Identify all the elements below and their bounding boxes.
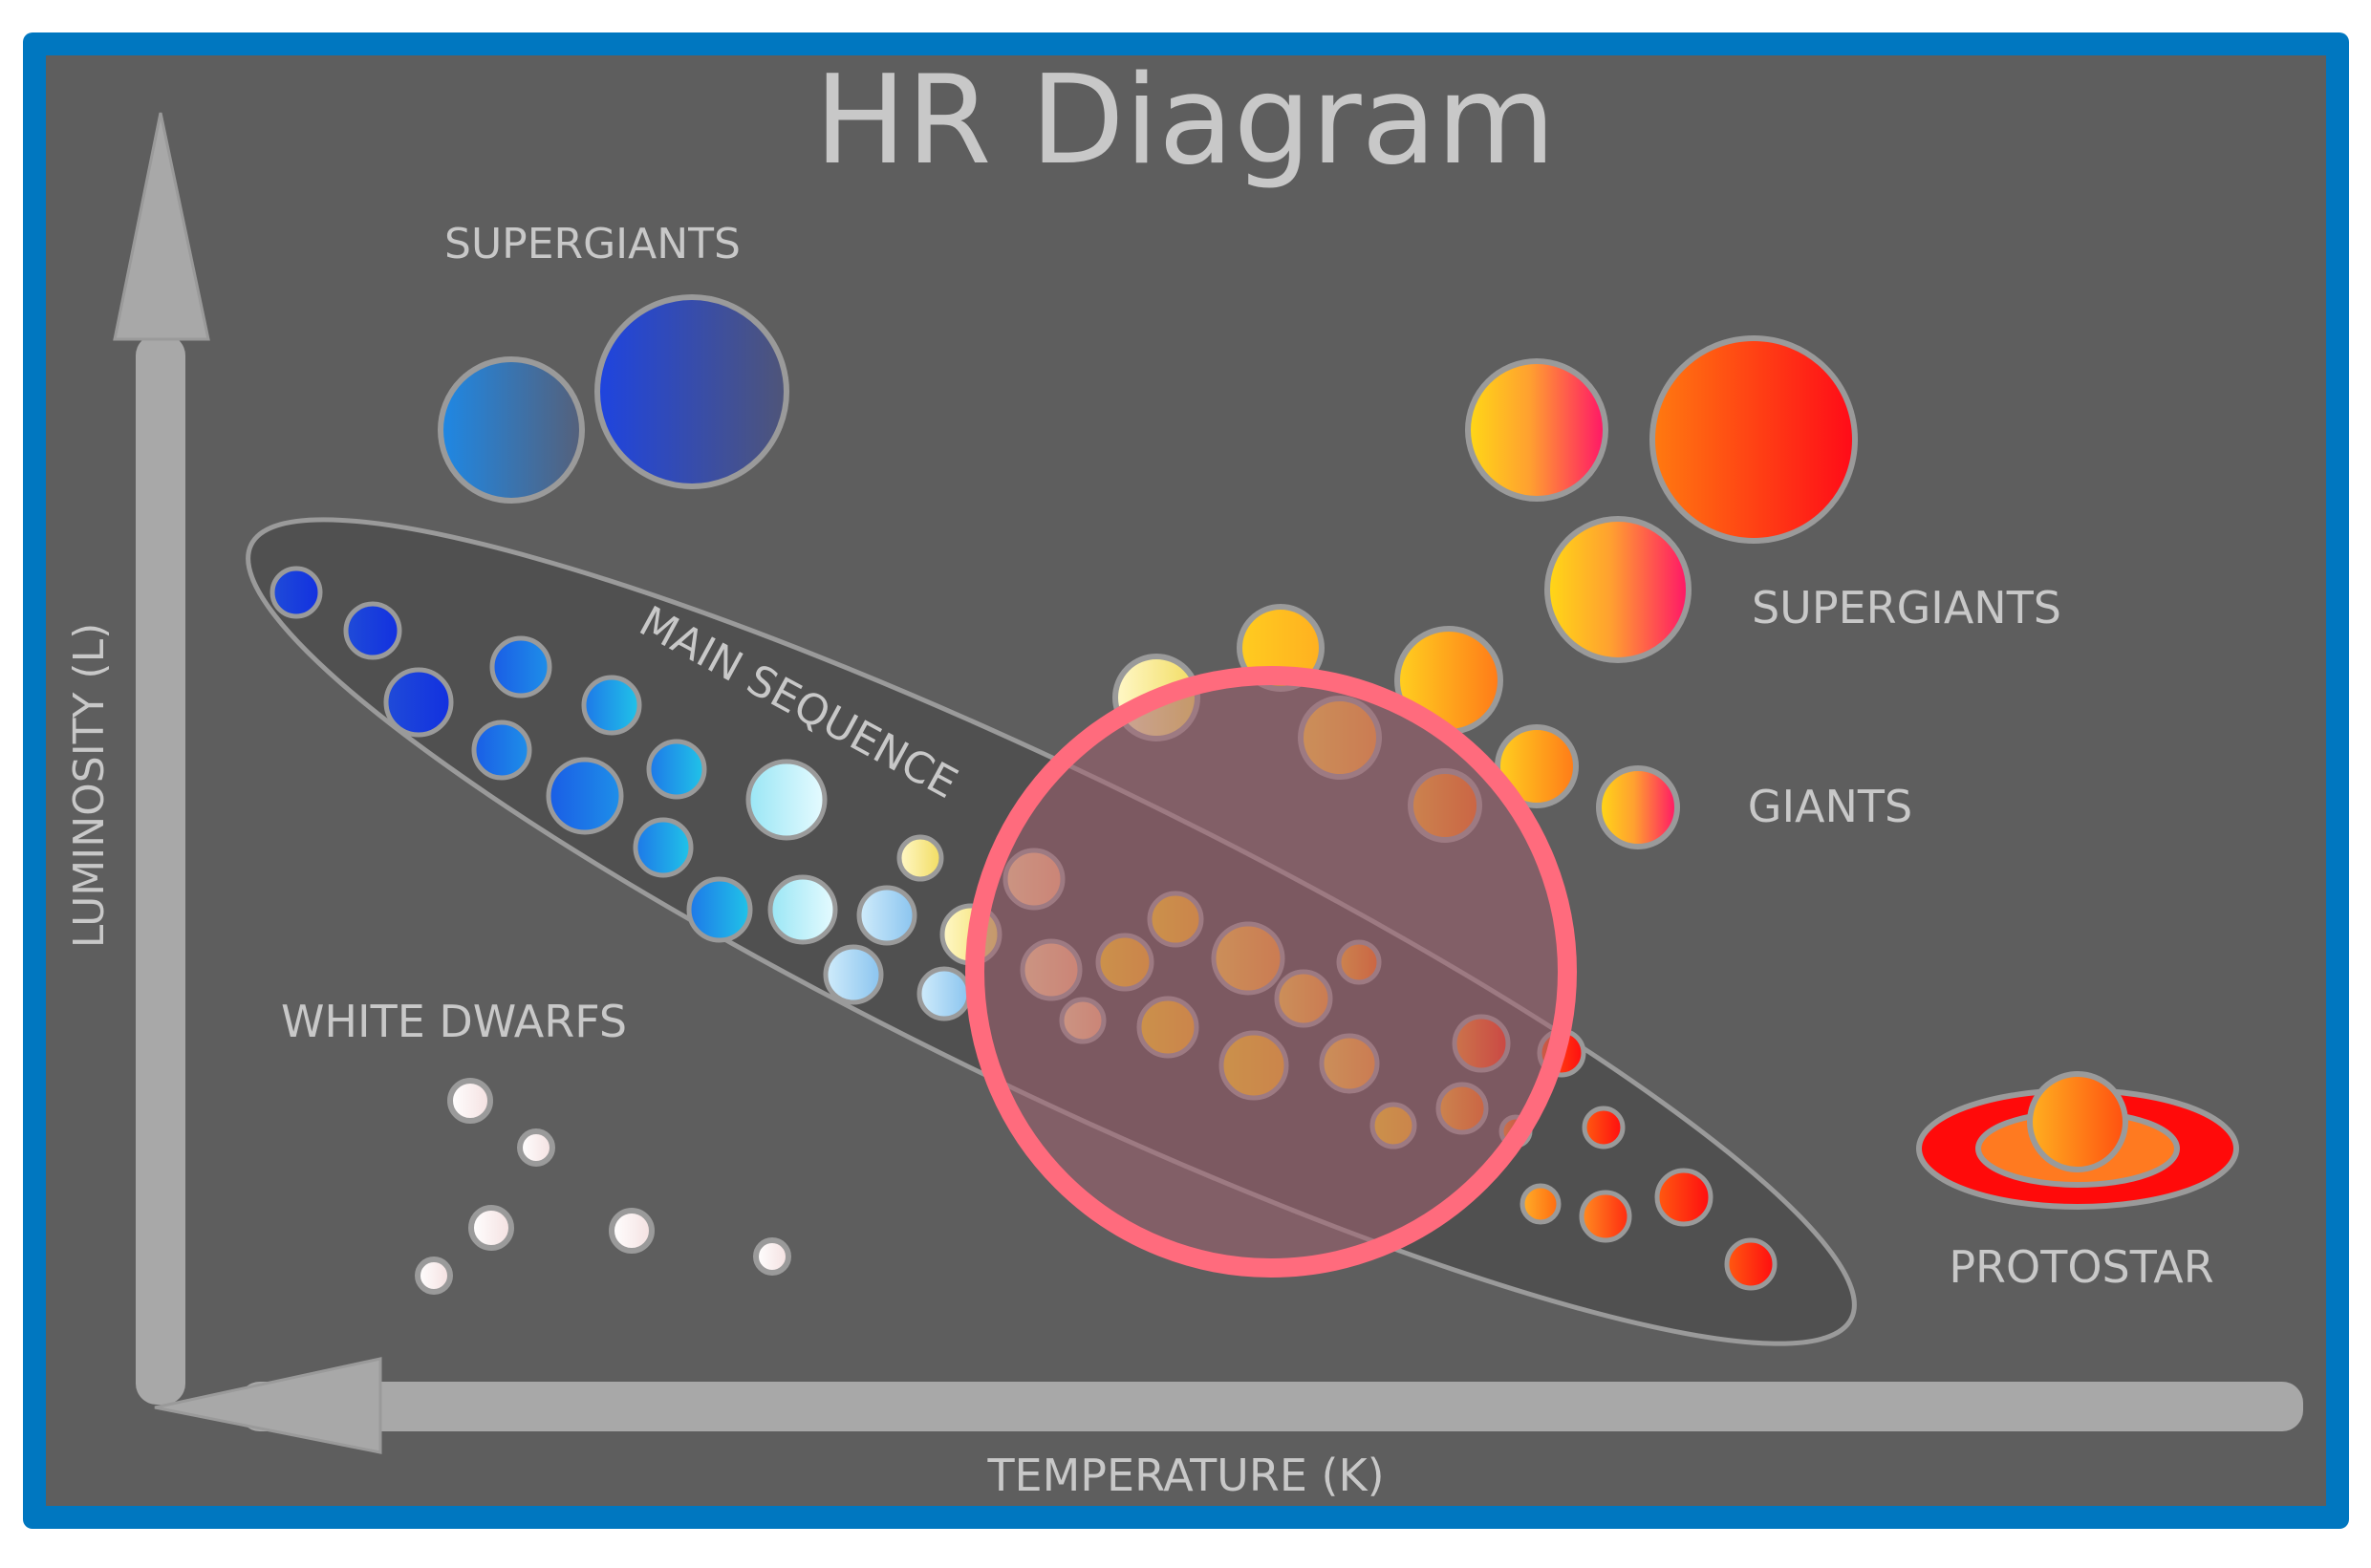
blue-supergiants-group [438,294,789,504]
white-dwarfs-label: WHITE DWARFS [281,996,627,1047]
x-axis-arrowhead [154,1357,382,1454]
y-axis-label: LUMINOSITY (L) [65,623,114,949]
y-axis [113,112,210,1405]
protostar-label: PROTOSTAR [1949,1241,2213,1293]
star-main-sequence [581,675,642,736]
star-main-sequence [383,667,454,738]
white-dwarfs-group [415,1078,791,1295]
star-main-sequence [1579,1190,1632,1243]
star-blue-supergiant [438,356,585,504]
star-white-dwarf [517,1128,555,1167]
x-axis [154,1357,2303,1454]
highlight-ring [965,666,1577,1278]
star-blue-supergiant [594,294,789,489]
star-main-sequence [633,817,694,878]
star-main-sequence [343,601,402,660]
star-main-sequence [269,566,323,619]
star-main-sequence [823,944,884,1005]
star-giant [1596,765,1680,849]
star-main-sequence [546,757,624,835]
star-main-sequence [856,885,917,946]
star-red-supergiant [1544,516,1692,663]
star-main-sequence [916,966,972,1021]
star-red-supergiant [1649,335,1858,544]
y-axis-arrowhead [113,112,210,341]
star-main-sequence [489,635,552,698]
star-main-sequence [1582,1106,1626,1149]
star-main-sequence [745,759,828,841]
star-white-dwarf [468,1205,514,1251]
star-white-dwarf [609,1208,655,1254]
blue-supergiants-label: SUPERGIANTS [444,220,741,268]
protostar-group [1916,1071,2239,1210]
star-white-dwarf [415,1257,453,1295]
star-main-sequence [646,739,707,800]
red-supergiants-label: SUPERGIANTS [1752,582,2061,634]
star-red-supergiant [1465,358,1608,502]
star-white-dwarf [447,1078,493,1124]
star-main-sequence [1654,1168,1714,1227]
star-main-sequence [1520,1183,1562,1225]
page-title: HR Diagram [814,50,1555,192]
red-supergiants-group [1465,335,1858,663]
star-main-sequence [686,876,753,943]
star-main-sequence [471,720,532,781]
star-main-sequence [896,834,944,882]
star-main-sequence [767,874,838,945]
star-white-dwarf [753,1237,791,1276]
star-main-sequence [1724,1237,1778,1291]
x-axis-label: TEMPERATURE (K) [986,1450,1384,1501]
giants-label: GIANTS [1748,781,1912,832]
protostar-core [2027,1071,2128,1172]
